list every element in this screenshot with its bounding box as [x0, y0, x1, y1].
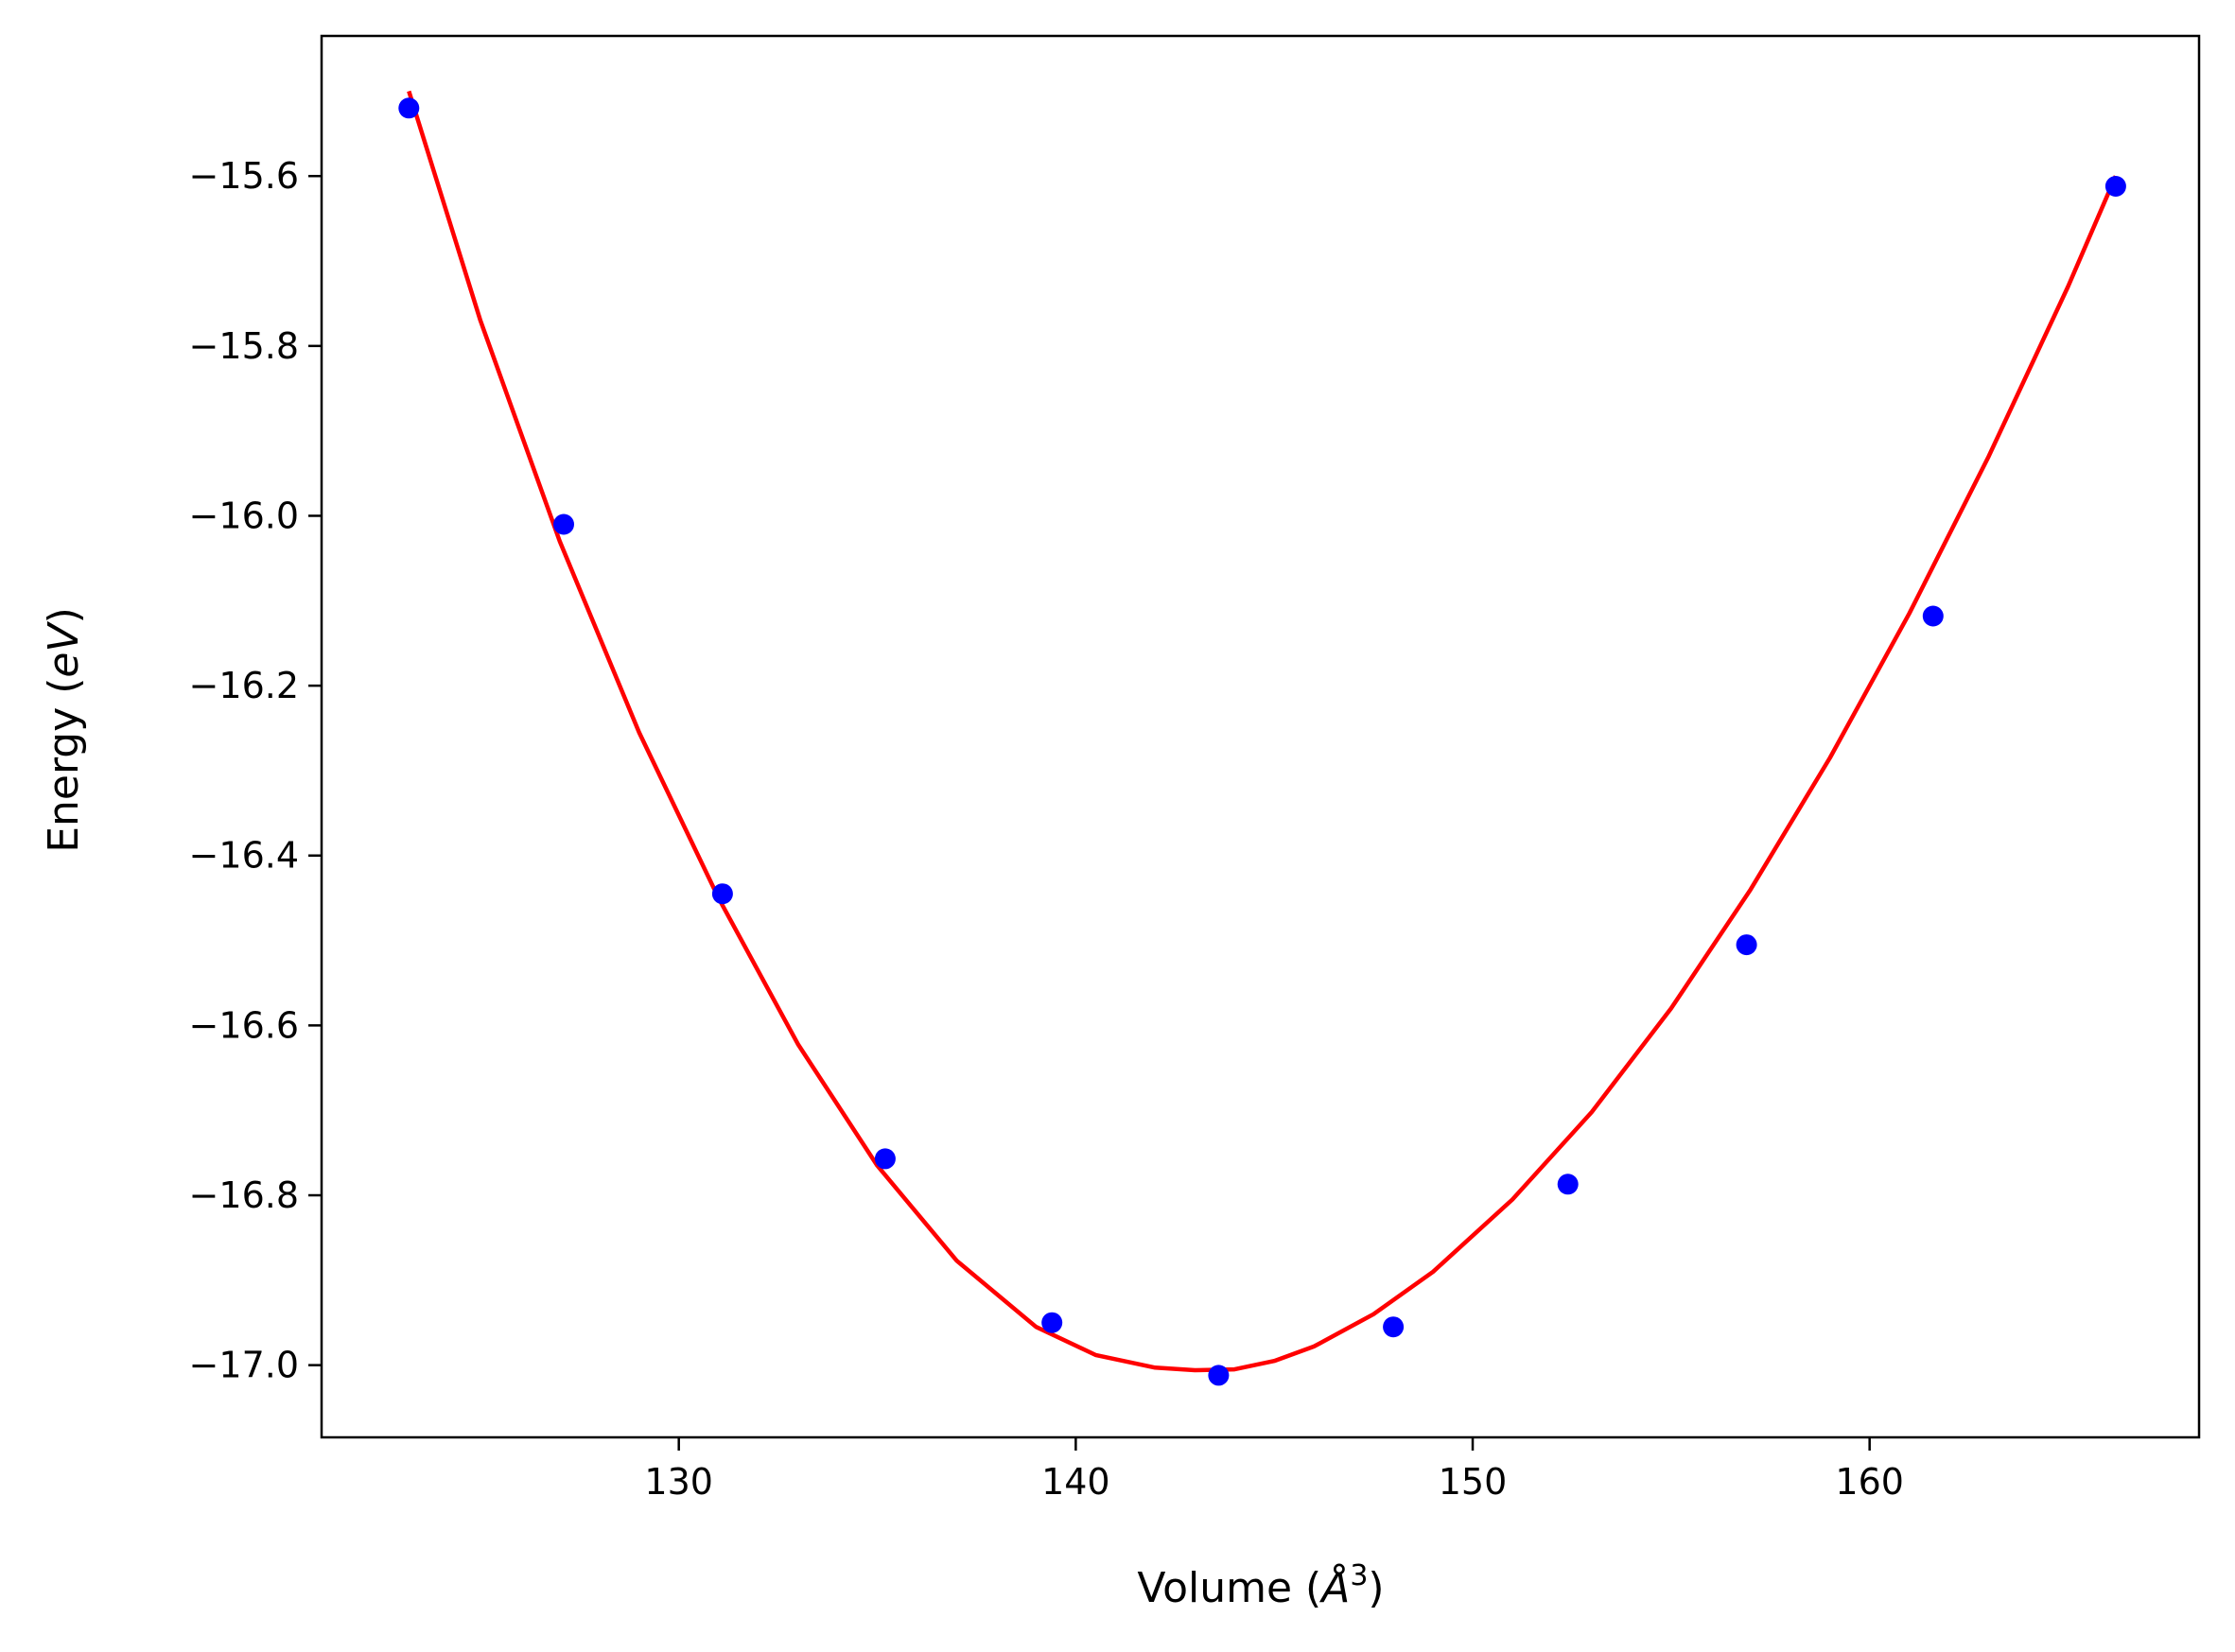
data-point — [2104, 176, 2126, 197]
data-point — [553, 513, 574, 535]
plot-area — [398, 90, 2126, 1386]
y-axis-label-close: ) — [40, 607, 88, 623]
x-axis-label-unit: Å — [1318, 1562, 1350, 1612]
data-point — [1208, 1365, 1230, 1386]
y-tick-label: −16.6 — [189, 1004, 299, 1046]
data-point — [1041, 1312, 1063, 1333]
y-tick-label: −15.6 — [189, 155, 299, 197]
data-point — [1736, 934, 1757, 956]
y-axis-label-main: Energy ( — [40, 678, 88, 853]
x-axis: 130 140 150 160 — [644, 1437, 1904, 1503]
data-point — [1922, 605, 1944, 627]
y-axis-label: Energy (eV) — [40, 607, 88, 853]
x-axis-label-close: ) — [1368, 1564, 1384, 1612]
x-tick-label: 150 — [1439, 1461, 1508, 1503]
data-point — [1383, 1316, 1405, 1338]
x-tick-label: 130 — [644, 1461, 713, 1503]
fit-curve — [407, 90, 2118, 1373]
x-axis-label-superscript: 3 — [1350, 1559, 1368, 1592]
x-tick-label: 160 — [1835, 1461, 1904, 1503]
data-point — [711, 883, 733, 905]
y-tick-label: −16.4 — [189, 835, 299, 877]
y-tick-label: −16.8 — [189, 1174, 299, 1216]
y-tick-label: −17.0 — [189, 1345, 299, 1386]
y-tick-label: −15.8 — [189, 325, 299, 367]
y-tick-label: −16.2 — [189, 665, 299, 706]
y-tick-label: −16.0 — [189, 495, 299, 536]
plot-frame — [320, 34, 2201, 1439]
x-axis-label-main: Volume ( — [1137, 1564, 1321, 1612]
y-axis-label-unit: eV — [40, 621, 88, 678]
data-point — [1557, 1174, 1579, 1195]
data-point — [398, 97, 420, 119]
data-point — [874, 1148, 896, 1170]
y-axis: −15.6 −15.8 −16.0 −16.2 −16.4 −16.6 −16.8 −17.0 — [189, 155, 322, 1386]
x-tick-label: 140 — [1041, 1461, 1110, 1503]
x-axis-label: Volume (Å3) — [1137, 1559, 1384, 1612]
